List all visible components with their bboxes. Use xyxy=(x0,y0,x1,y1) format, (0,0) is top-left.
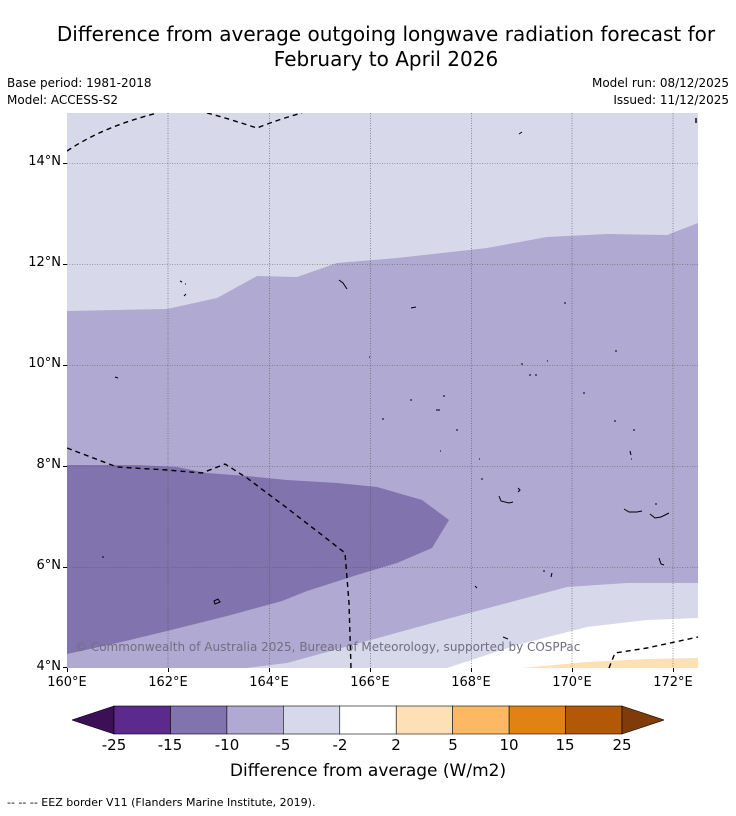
chart-title: Difference from average outgoing longwav… xyxy=(0,22,736,72)
title-line-2: February to April 2026 xyxy=(273,47,499,71)
lat-label-10n: 10°N xyxy=(28,356,61,371)
lat-tick xyxy=(63,667,67,668)
lat-label-12n: 12°N xyxy=(28,255,61,270)
lat-label-6n: 6°N xyxy=(36,558,62,573)
cb-label-minus5: -5 xyxy=(275,736,291,754)
colorbar-swatch xyxy=(226,705,284,735)
meta-left: Base period: 1981-2018 Model: ACCESS-S2 xyxy=(7,75,152,109)
cb-label-minus2: -2 xyxy=(332,736,348,754)
colorbar-extend-high xyxy=(621,705,664,735)
lat-tick xyxy=(63,466,67,467)
colorbar-swatch xyxy=(565,705,623,735)
colorbar-extend-low xyxy=(72,705,115,735)
cb-label-minus15: -15 xyxy=(157,736,183,754)
cb-label-2: 2 xyxy=(391,736,401,754)
colorbar-swatch xyxy=(283,705,341,735)
cb-label-15: 15 xyxy=(555,736,575,754)
cb-label-5: 5 xyxy=(448,736,458,754)
gridlines xyxy=(67,113,698,668)
region-minus2-to-2 xyxy=(447,618,698,668)
colorbar xyxy=(72,705,664,735)
title-line-1: Difference from average outgoing longwav… xyxy=(56,22,716,46)
eez-footnote: -- -- -- EEZ border V11 (Flanders Marine… xyxy=(7,796,316,809)
lat-tick xyxy=(63,264,67,265)
colorbar-swatch xyxy=(452,705,510,735)
issued-date: Issued: 11/12/2025 xyxy=(613,93,729,107)
map-area: © Commonwealth of Australia 2025, Bureau… xyxy=(67,113,698,668)
eez-borders xyxy=(67,113,698,668)
lon-tick xyxy=(370,668,371,672)
lon-tick xyxy=(67,668,68,672)
lat-tick xyxy=(63,567,67,568)
lat-label-8n: 8°N xyxy=(36,457,62,472)
colorbar-swatch xyxy=(508,705,566,735)
colorbar-swatch xyxy=(395,705,453,735)
lon-label-168e: 168°E xyxy=(451,675,491,690)
lat-label-4n: 4°N xyxy=(36,659,62,674)
colorbar-swatch xyxy=(339,705,397,735)
lon-tick xyxy=(572,668,573,672)
copyright-notice: © Commonwealth of Australia 2025, Bureau… xyxy=(75,640,581,654)
region-2-to-5 xyxy=(522,658,698,668)
model-run: Model run: 08/12/2025 xyxy=(591,76,729,90)
lon-tick xyxy=(168,668,169,672)
cb-label-minus25: -25 xyxy=(101,736,127,754)
islands xyxy=(102,131,670,640)
meta-right: Model run: 08/12/2025 Issued: 11/12/2025 xyxy=(592,75,729,109)
lon-tick xyxy=(471,668,472,672)
lon-label-170e: 170°E xyxy=(552,675,592,690)
colorbar-swatch xyxy=(170,705,228,735)
lon-tick xyxy=(269,668,270,672)
lon-label-172e: 172°E xyxy=(653,675,693,690)
model-name: Model: ACCESS-S2 xyxy=(7,93,119,107)
map-svg xyxy=(67,113,698,668)
lon-tick xyxy=(673,668,674,672)
lon-label-166e: 166°E xyxy=(350,675,390,690)
cb-label-minus10: -10 xyxy=(214,736,240,754)
colorbar-swatch xyxy=(113,705,171,735)
lon-label-164e: 164°E xyxy=(249,675,289,690)
cb-label-10: 10 xyxy=(499,736,519,754)
lon-label-160e: 160°E xyxy=(47,675,87,690)
lat-tick xyxy=(63,163,67,164)
region-minus15-to-minus10 xyxy=(67,465,449,654)
colorbar-label: Difference from average (W/m2) xyxy=(229,761,507,781)
lat-tick xyxy=(63,365,67,366)
lat-label-14n: 14°N xyxy=(28,154,61,169)
cb-label-25: 25 xyxy=(612,736,632,754)
lon-label-162e: 162°E xyxy=(148,675,188,690)
base-period: Base period: 1981-2018 xyxy=(7,76,152,90)
